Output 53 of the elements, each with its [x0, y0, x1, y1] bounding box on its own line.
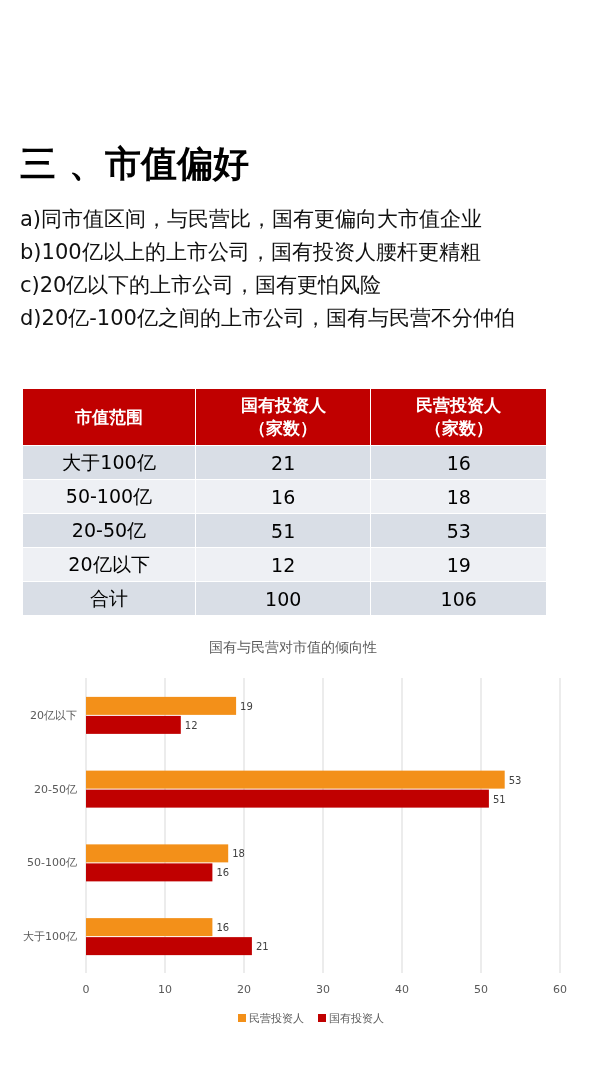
text: a)同市值区间，与民营比，国有更偏向大市值企业	[20, 206, 484, 233]
text: 三 、市值偏好	[20, 142, 250, 186]
data-label: 12	[195, 547, 371, 582]
bar	[86, 696, 237, 715]
data-label: 19	[370, 547, 547, 582]
legend-label: 国有投资人	[329, 1012, 384, 1025]
data-label: 53	[508, 774, 522, 786]
text: d)20亿-100亿之间的上市公司，国有与民营不分仲伯	[20, 305, 516, 332]
y-tick-label: 大于100亿	[23, 930, 77, 944]
x-tick-label: 20	[237, 983, 251, 996]
data-label: 12	[184, 719, 198, 731]
data-label: 21	[195, 445, 371, 480]
data-label: 18	[370, 479, 547, 514]
text: c)20亿以下的上市公司，国有更怕风险	[20, 272, 383, 299]
data-label: 53	[370, 513, 547, 548]
x-tick-label: 10	[158, 983, 172, 996]
data-label: 51	[492, 793, 506, 805]
bar	[86, 715, 181, 734]
data-label: 100	[195, 581, 371, 616]
y-tick-label: 50-100亿	[22, 479, 196, 514]
bar	[86, 789, 489, 808]
x-tick-label: 50	[474, 983, 488, 996]
y-tick-label: 合计	[22, 581, 196, 616]
data-label: 16	[216, 922, 230, 934]
y-tick-label: 大于100亿	[22, 445, 196, 480]
x-tick-label: 30	[316, 983, 330, 996]
chart-title: 国有与民营对市值的倾向性	[209, 639, 377, 655]
data-label: 21	[255, 941, 269, 953]
data-label: 16	[370, 445, 547, 480]
legend-label: 民营投资人	[249, 1012, 304, 1025]
data-label: 106	[370, 581, 547, 616]
bar	[86, 863, 213, 882]
data-label: 16	[195, 479, 371, 514]
bar	[86, 937, 252, 956]
data-label: 51	[195, 513, 371, 548]
text: b)100亿以上的上市公司，国有投资人腰杆更精粗	[20, 239, 482, 266]
x-tick-label: 0	[82, 983, 90, 996]
bar	[86, 918, 213, 937]
y-tick-label: 20亿以下	[30, 708, 77, 722]
data-label: 19	[240, 700, 253, 712]
y-axis-title: 市值范围	[22, 388, 196, 446]
y-tick-label: 20-50亿	[34, 782, 77, 796]
y-tick-label: 20亿以下	[22, 547, 196, 582]
x-tick-label: 40	[395, 983, 409, 996]
y-tick-label: 20-50亿	[22, 513, 196, 548]
data-label: 18	[232, 848, 245, 860]
data-label: 16	[216, 867, 230, 879]
x-tick-label: 60	[553, 983, 567, 996]
bar	[86, 844, 229, 863]
x-tick-label: 国有投资人（家数）	[239, 394, 327, 440]
x-tick-label: 民营投资人（家数）	[415, 394, 503, 440]
y-tick-label: 50-100亿	[27, 856, 77, 870]
bar	[86, 770, 505, 789]
